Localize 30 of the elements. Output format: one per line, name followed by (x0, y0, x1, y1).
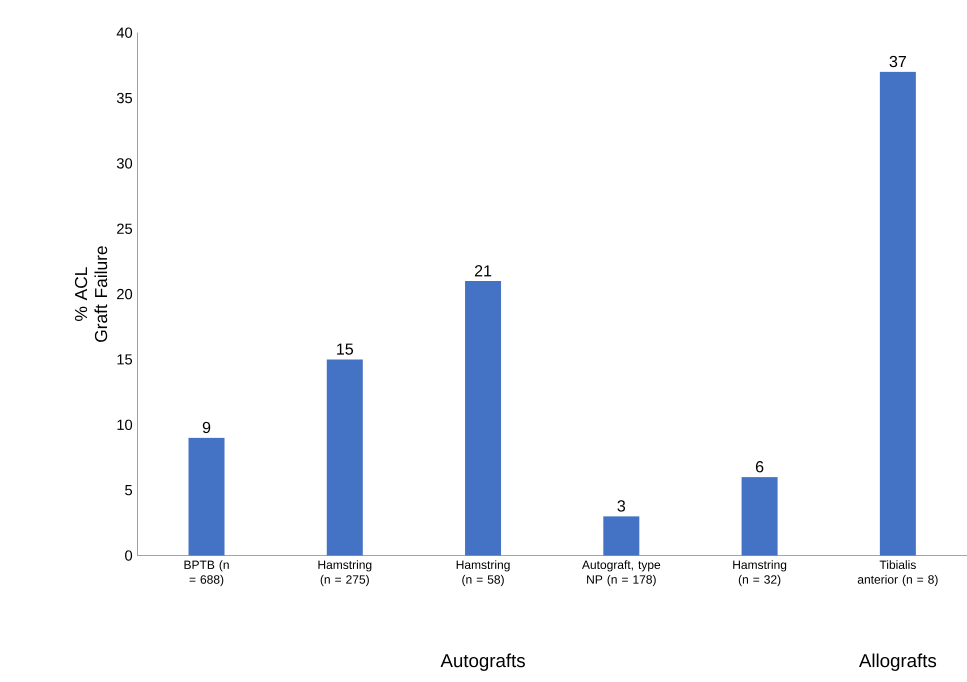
x-tick-label: BPTB (n = 688) (184, 560, 229, 586)
x-tick-label: Hamstring (n = 58) (456, 560, 510, 586)
x-tick-label: Hamstring (n = 275) (318, 560, 372, 586)
y-tick-label: 35 (116, 92, 132, 104)
bar (603, 516, 640, 556)
y-tick-label: 5 (125, 484, 132, 496)
y-axis-title: % ACL Graft Failure (74, 246, 108, 342)
y-tick-label: 15 (117, 354, 132, 364)
data-label: 9 (202, 422, 210, 434)
data-label: 3 (617, 500, 626, 512)
data-label: 21 (474, 265, 492, 276)
x-tick-label: Tibialis anterior (n = 8) (858, 560, 938, 586)
data-label: 15 (337, 343, 354, 355)
text: Allografts (858, 653, 936, 671)
x-tick-label: Autograft, type NP (n = 178) (582, 560, 660, 586)
bar (326, 359, 363, 556)
y-tick-label: 30 (116, 158, 132, 168)
text: Autografts (440, 653, 525, 671)
y-tick-label: 20 (117, 288, 132, 300)
bar (188, 438, 225, 556)
y-tick-label: 10 (117, 420, 132, 430)
bar (880, 72, 916, 556)
y-tick-label: 0 (125, 550, 132, 561)
y-tick-label: 40 (116, 27, 132, 38)
data-label: 37 (890, 56, 906, 68)
x-tick-label: Hamstring (n = 32) (733, 560, 786, 586)
bar (465, 280, 502, 556)
data-label: 6 (756, 460, 764, 472)
bar (742, 476, 778, 556)
y-tick-label: 25 (117, 223, 132, 234)
